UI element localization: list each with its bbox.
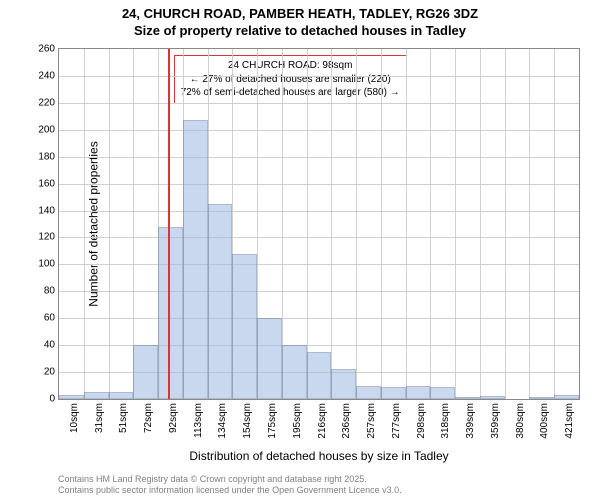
- y-tick-label: 0: [25, 394, 55, 405]
- x-tick-label: 10sqm: [69, 403, 80, 433]
- gridline-h: [59, 184, 579, 185]
- gridline-v: [406, 49, 407, 399]
- gridline-h: [59, 157, 579, 158]
- x-tick-label: 175sqm: [267, 403, 278, 439]
- footer-line-2: Contains public sector information licen…: [58, 485, 402, 495]
- gridline-v: [554, 49, 555, 399]
- gridline-v: [331, 49, 332, 399]
- gridline-v: [430, 49, 431, 399]
- histogram-bar: [356, 386, 381, 399]
- plot-area: Number of detached properties Distributi…: [58, 48, 580, 400]
- gridline-h: [59, 76, 579, 77]
- x-tick-label: 113sqm: [193, 403, 204, 438]
- histogram-bar: [307, 352, 332, 399]
- gridline-v: [480, 49, 481, 399]
- x-tick-label: 400sqm: [539, 403, 550, 439]
- gridline-h: [59, 264, 579, 265]
- y-tick-label: 100: [25, 259, 55, 270]
- histogram-bar: [455, 397, 480, 399]
- y-tick-label: 60: [25, 313, 55, 324]
- histogram-bar: [381, 387, 406, 399]
- gridline-v: [381, 49, 382, 399]
- y-tick-label: 220: [25, 97, 55, 108]
- histogram-bar: [183, 120, 208, 399]
- histogram-bar: [133, 345, 158, 399]
- gridline-v: [109, 49, 110, 399]
- y-tick-label: 80: [25, 286, 55, 297]
- y-tick-label: 200: [25, 124, 55, 135]
- y-tick-label: 160: [25, 178, 55, 189]
- gridline-h: [59, 103, 579, 104]
- x-tick-label: 318sqm: [440, 403, 451, 439]
- gridline-v: [356, 49, 357, 399]
- histogram-bar: [406, 386, 431, 399]
- x-tick-label: 298sqm: [416, 403, 427, 439]
- x-tick-label: 92sqm: [168, 403, 179, 433]
- x-tick-label: 72sqm: [143, 403, 154, 433]
- annotation-box: 24 CHURCH ROAD: 98sqm ← 27% of detached …: [174, 55, 407, 104]
- y-tick-label: 180: [25, 151, 55, 162]
- y-tick-label: 20: [25, 367, 55, 378]
- histogram-bar: [257, 318, 282, 399]
- chart-title: 24, CHURCH ROAD, PAMBER HEATH, TADLEY, R…: [0, 0, 600, 40]
- x-tick-label: 216sqm: [317, 403, 328, 439]
- x-tick-label: 195sqm: [292, 403, 303, 439]
- y-tick-label: 40: [25, 340, 55, 351]
- annotation-line-3: 72% of semi-detached houses are larger (…: [181, 87, 400, 98]
- x-tick-label: 380sqm: [515, 403, 526, 439]
- y-tick-label: 260: [25, 44, 55, 55]
- gridline-v: [307, 49, 308, 399]
- histogram-bar: [282, 345, 307, 399]
- gridline-h: [59, 211, 579, 212]
- x-tick-label: 154sqm: [242, 403, 253, 439]
- y-tick-label: 140: [25, 205, 55, 216]
- title-line-1: 24, CHURCH ROAD, PAMBER HEATH, TADLEY, R…: [122, 6, 478, 21]
- histogram-bar: [59, 395, 84, 399]
- gridline-h: [59, 291, 579, 292]
- x-tick-label: 51sqm: [118, 403, 129, 433]
- histogram-bar: [208, 204, 233, 399]
- x-tick-label: 134sqm: [217, 403, 228, 439]
- x-tick-label: 236sqm: [341, 403, 352, 439]
- x-tick-label: 359sqm: [490, 403, 501, 439]
- gridline-v: [84, 49, 85, 399]
- y-tick-label: 120: [25, 232, 55, 243]
- gridline-v: [505, 49, 506, 399]
- x-tick-label: 421sqm: [564, 403, 575, 439]
- x-tick-label: 339sqm: [465, 403, 476, 439]
- gridline-h: [59, 237, 579, 238]
- chart-container: 24, CHURCH ROAD, PAMBER HEATH, TADLEY, R…: [0, 0, 600, 500]
- x-tick-label: 277sqm: [391, 403, 402, 439]
- x-tick-label: 257sqm: [366, 403, 377, 439]
- gridline-v: [455, 49, 456, 399]
- histogram-bar: [430, 387, 455, 399]
- x-axis-label: Distribution of detached houses by size …: [189, 449, 448, 463]
- property-marker-line: [168, 49, 170, 399]
- histogram-bar: [554, 395, 579, 399]
- footer-line-1: Contains HM Land Registry data © Crown c…: [58, 474, 367, 484]
- histogram-bar: [158, 227, 183, 399]
- gridline-h: [59, 318, 579, 319]
- attribution-footer: Contains HM Land Registry data © Crown c…: [58, 474, 402, 496]
- title-line-2: Size of property relative to detached ho…: [134, 23, 466, 38]
- histogram-bar: [529, 397, 554, 399]
- annotation-line-1: 24 CHURCH ROAD: 98sqm: [228, 60, 352, 71]
- histogram-bar: [109, 392, 134, 399]
- gridline-h: [59, 130, 579, 131]
- y-tick-label: 240: [25, 70, 55, 81]
- histogram-bar: [232, 254, 257, 399]
- y-axis-label: Number of detached properties: [87, 141, 101, 306]
- x-tick-label: 31sqm: [94, 403, 105, 433]
- histogram-bar: [480, 396, 505, 399]
- histogram-bar: [331, 369, 356, 399]
- gridline-v: [529, 49, 530, 399]
- histogram-bar: [84, 392, 109, 399]
